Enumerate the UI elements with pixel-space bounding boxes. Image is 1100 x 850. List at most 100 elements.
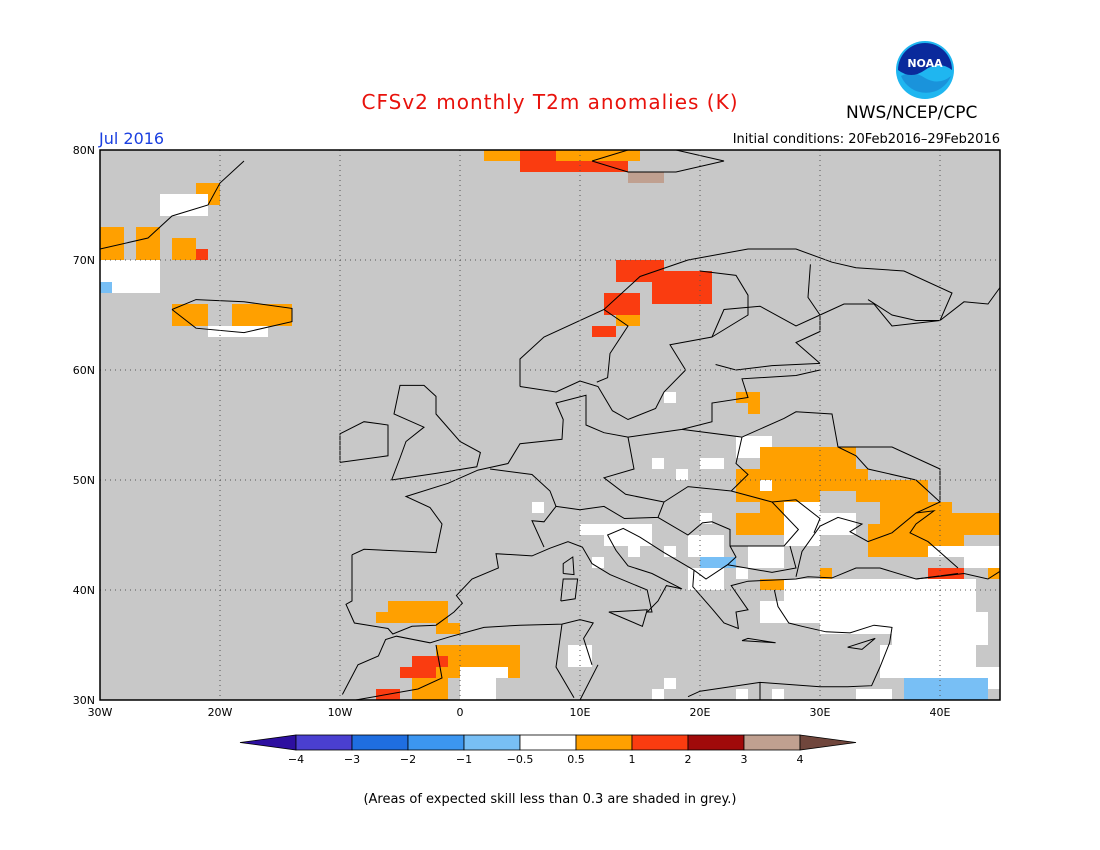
anomaly-cell: [616, 315, 640, 326]
lat-labels: 80N 70N 60N 50N 40N 30N: [73, 144, 95, 707]
coastline: [355, 644, 443, 701]
anomaly-cell: [232, 304, 292, 326]
anomaly-cell: [736, 469, 820, 502]
anomaly-cell: [748, 546, 784, 568]
coastline: [555, 437, 665, 520]
colorbar-arrow-high: [799, 734, 857, 751]
anomaly-cell: [628, 172, 664, 183]
coastline: [562, 556, 575, 576]
anomaly-cell: [412, 656, 448, 667]
anomaly-cell: [604, 293, 640, 315]
coastline: [171, 299, 293, 334]
anomaly-cells: [100, 150, 1000, 700]
lat-label-70: 70N: [73, 254, 95, 267]
coastline: [715, 362, 821, 371]
skill-footnote: (Areas of expected skill less than 0.3 a…: [363, 792, 737, 807]
anomaly-cell: [772, 689, 784, 700]
anomaly-cell: [436, 623, 460, 634]
initial-conditions: Initial conditions: 20Feb2016–29Feb2016: [732, 132, 1000, 147]
colorbar-labels: −4 −3 −2 −1 −0.5 0.5 1 2 3 4: [288, 753, 804, 766]
anomaly-cell: [160, 194, 208, 216]
anomaly-cell: [400, 667, 436, 678]
colorbar-bin: [743, 734, 801, 751]
colorbar-label: 4: [797, 753, 804, 766]
anomaly-cell: [556, 150, 640, 161]
anomaly-cell: [652, 458, 664, 469]
agency-label: NWS/NCEP/CPC: [846, 103, 978, 123]
colorbar-label: −0.5: [507, 753, 534, 766]
colorbar-bin: [295, 734, 353, 751]
anomaly-cell: [460, 667, 496, 700]
coastlines: [99, 149, 1001, 701]
anomaly-cell: [736, 568, 748, 579]
coastline: [555, 624, 575, 699]
anomaly-cell: [172, 238, 196, 260]
anomaly-cell: [592, 326, 616, 337]
colorbar: [239, 734, 857, 751]
anomaly-cell: [904, 535, 964, 546]
lon-label-20e: 20E: [690, 706, 711, 719]
coastline: [727, 545, 797, 573]
coastline: [339, 421, 389, 463]
coastline: [795, 510, 959, 577]
anomaly-cell: [856, 689, 892, 700]
lat-label-50: 50N: [73, 474, 95, 487]
anomaly-cell: [760, 601, 796, 623]
coastline: [741, 411, 941, 514]
anomaly-cell: [100, 227, 124, 260]
anomaly-cell: [508, 645, 520, 656]
anomaly-cell: [820, 513, 856, 535]
colorbar-bin: [407, 734, 465, 751]
anomaly-cell: [208, 326, 268, 337]
colorbar-label: 1: [629, 753, 636, 766]
anomaly-cell: [484, 150, 520, 161]
anomaly-cell: [676, 469, 688, 480]
lat-label-80: 80N: [73, 144, 95, 157]
anomaly-cell: [520, 150, 556, 172]
coastline: [391, 384, 481, 481]
anomaly-cell: [952, 678, 988, 700]
anomaly-cell: [556, 161, 628, 172]
map-title: CFSv2 monthly T2m anomalies (K): [361, 90, 739, 114]
anomaly-cell: [592, 557, 604, 568]
anomaly-cell: [736, 689, 748, 700]
colorbar-label: −4: [288, 753, 304, 766]
colorbar-label: 2: [685, 753, 692, 766]
lon-label-0: 0: [457, 706, 464, 719]
colorbar-label: −2: [400, 753, 416, 766]
coastline: [687, 589, 893, 698]
anomaly-cell: [748, 403, 760, 414]
anomaly-cell: [532, 502, 544, 513]
anomaly-cell: [760, 480, 772, 491]
coastline: [560, 578, 579, 602]
anomaly-cell: [664, 546, 676, 557]
anomaly-cell: [928, 568, 964, 579]
colorbar-label: −3: [344, 753, 360, 766]
lon-label-40e: 40E: [930, 706, 951, 719]
coastline: [741, 637, 776, 644]
anomaly-cell: [664, 678, 676, 689]
coastline: [657, 501, 800, 547]
anomaly-cell: [736, 513, 796, 535]
lat-label-30: 30N: [73, 694, 95, 707]
anomaly-cell: [700, 458, 724, 469]
coastline: [345, 527, 959, 635]
anomaly-cell: [784, 524, 820, 546]
anomaly-cell: [100, 282, 112, 293]
anomaly-cell: [688, 535, 724, 557]
coastline: [519, 248, 953, 421]
lon-label-30e: 30E: [810, 706, 831, 719]
anomaly-cell: [664, 392, 676, 403]
anomaly-cell: [388, 601, 448, 623]
colorbar-label: −1: [456, 753, 472, 766]
anomaly-cell: [988, 568, 1000, 579]
coastline: [847, 637, 876, 650]
lon-label-10w: 10W: [328, 706, 353, 719]
lon-label-20w: 20W: [208, 706, 233, 719]
noaa-logo-icon: NOAA: [896, 41, 954, 99]
colorbar-bin: [463, 734, 521, 751]
colorbar-arrow-low: [239, 734, 297, 751]
anomaly-cell: [712, 557, 736, 568]
coastline: [341, 619, 594, 695]
